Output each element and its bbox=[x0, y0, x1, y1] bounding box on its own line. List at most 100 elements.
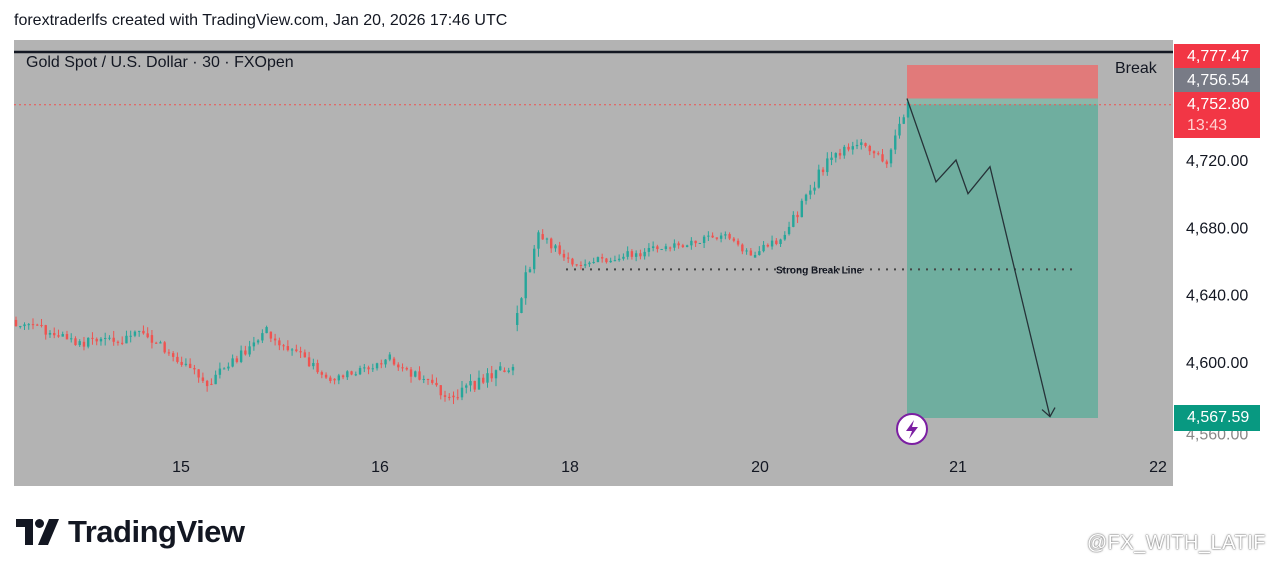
candle-body bbox=[821, 169, 825, 173]
candle bbox=[533, 244, 536, 274]
last-price-label[interactable]: 4,752.80 13:43 bbox=[1174, 92, 1260, 138]
projection-path[interactable] bbox=[906, 98, 1051, 417]
stop-price-label[interactable]: 4,777.47 bbox=[1174, 44, 1260, 68]
chart-area[interactable]: Strong Break Line Gold Spot / U.S. Dolla… bbox=[14, 40, 1266, 486]
candle-body bbox=[265, 327, 268, 334]
candle-body bbox=[851, 146, 854, 150]
candle-body bbox=[872, 151, 876, 154]
candle-body bbox=[108, 337, 111, 339]
candle bbox=[698, 242, 702, 244]
candle-body bbox=[227, 366, 230, 369]
x-tick-label: 16 bbox=[371, 459, 389, 476]
tradingview-logo-icon bbox=[16, 519, 59, 545]
candle-body bbox=[545, 238, 549, 240]
take-profit-zone[interactable] bbox=[907, 104, 1098, 418]
candle-body bbox=[749, 250, 753, 256]
candle-body bbox=[630, 251, 634, 257]
candle bbox=[613, 255, 617, 262]
candle-body bbox=[605, 258, 608, 263]
candle-body bbox=[112, 337, 115, 342]
candle-body bbox=[307, 357, 311, 367]
last-price-label-text: 4,752.80 bbox=[1187, 96, 1249, 113]
candle bbox=[218, 362, 222, 379]
candle bbox=[605, 257, 608, 264]
candle bbox=[431, 374, 434, 385]
candle-body bbox=[855, 144, 859, 147]
candle-body bbox=[796, 214, 799, 218]
candle-body bbox=[57, 335, 60, 337]
candle bbox=[588, 261, 591, 267]
candle bbox=[702, 234, 706, 249]
candle-body bbox=[804, 194, 808, 201]
candle bbox=[392, 356, 396, 366]
candle-body bbox=[622, 256, 625, 259]
candle bbox=[554, 244, 557, 252]
candle-body bbox=[800, 200, 804, 218]
candle-body bbox=[741, 244, 744, 252]
candle-body bbox=[188, 363, 192, 369]
entry-price-label[interactable]: 4,756.54 bbox=[1174, 68, 1260, 92]
candle-body bbox=[889, 149, 893, 164]
candle bbox=[159, 340, 162, 344]
candle-body bbox=[830, 157, 833, 160]
target-price-label[interactable]: 4,567.59 bbox=[1174, 405, 1260, 431]
candle bbox=[375, 362, 379, 371]
candle bbox=[171, 351, 175, 362]
watermark-handle: @FX_WITH_LATIF bbox=[1086, 532, 1266, 554]
candle bbox=[681, 243, 685, 249]
lightning-icon[interactable] bbox=[896, 413, 928, 445]
x-tick-label: 21 bbox=[949, 459, 967, 476]
candle bbox=[821, 167, 825, 176]
candle-body bbox=[579, 264, 583, 266]
candle-body bbox=[728, 234, 731, 239]
candle-body bbox=[477, 377, 481, 390]
candle bbox=[715, 237, 719, 241]
candle bbox=[685, 244, 689, 248]
candle bbox=[460, 380, 464, 401]
candle bbox=[766, 243, 770, 248]
candle-body bbox=[95, 338, 98, 342]
candle bbox=[851, 141, 854, 155]
candle bbox=[894, 129, 897, 155]
candlestick-chart[interactable]: Strong Break Line Gold Spot / U.S. Dolla… bbox=[14, 40, 1266, 486]
candle bbox=[125, 330, 128, 344]
candle-body bbox=[766, 244, 770, 247]
candle bbox=[800, 198, 804, 218]
candle-body bbox=[660, 249, 663, 251]
candle-body bbox=[775, 240, 778, 245]
candle-body bbox=[256, 340, 260, 343]
candle bbox=[329, 375, 332, 384]
candle bbox=[95, 337, 98, 346]
candle bbox=[137, 330, 141, 337]
candle bbox=[885, 159, 888, 168]
candle bbox=[707, 231, 710, 242]
candle bbox=[482, 374, 485, 385]
candle-body bbox=[817, 169, 820, 188]
candle bbox=[201, 372, 205, 383]
candle bbox=[843, 144, 846, 159]
candle bbox=[295, 344, 298, 353]
candle-body bbox=[843, 146, 846, 156]
candle-body bbox=[324, 374, 328, 378]
x-tick-label: 22 bbox=[1149, 459, 1167, 476]
candle-body bbox=[533, 248, 536, 270]
stop-loss-zone[interactable] bbox=[907, 65, 1098, 99]
candle-body bbox=[125, 335, 128, 344]
candle-body bbox=[698, 242, 702, 244]
candle bbox=[694, 240, 697, 248]
candle-body bbox=[439, 385, 442, 396]
candle bbox=[741, 243, 744, 255]
candle bbox=[418, 366, 421, 381]
candle-body bbox=[116, 341, 120, 343]
candle bbox=[91, 332, 94, 345]
x-tick-label: 20 bbox=[751, 459, 769, 476]
candle-body bbox=[826, 158, 829, 173]
y-tick-label: 4,640.00 bbox=[1186, 288, 1248, 305]
candle-body bbox=[167, 352, 171, 354]
candle-body bbox=[592, 262, 595, 263]
candle bbox=[860, 138, 863, 150]
candle bbox=[516, 305, 519, 332]
candle-body bbox=[639, 253, 642, 257]
candle bbox=[231, 354, 234, 368]
candle bbox=[426, 378, 430, 385]
